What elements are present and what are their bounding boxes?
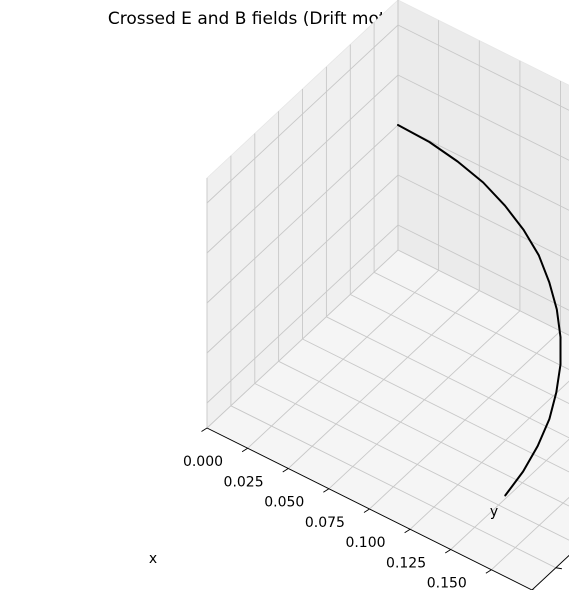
- x-tick: [201, 427, 208, 432]
- x-axis-label: x: [149, 551, 157, 567]
- x-tick-label: 0.000: [183, 454, 223, 470]
- x-axis: 0.0000.0250.0500.0750.1000.1250.1500.175…: [183, 427, 532, 590]
- grid-line-y: [230, 155, 557, 569]
- x-tick-label: 0.125: [386, 555, 426, 571]
- x-tick-label: 0.150: [427, 576, 467, 590]
- grid-line-y: [397, 0, 569, 336]
- grid-line-x: [491, 496, 569, 571]
- x-tick: [485, 569, 492, 574]
- y-axis: 0.0000−0.0025−0.0050−0.0075−0.0100−0.012…: [532, 567, 562, 590]
- grid-line-z: [206, 224, 569, 404]
- grid-line-y: [278, 111, 569, 507]
- x-tick-label: 0.050: [264, 495, 304, 511]
- grid-line-x: [409, 380, 569, 530]
- x-tick-label: 0.025: [224, 474, 264, 490]
- x-tick: [445, 549, 451, 554]
- chart-title: Crossed E and B fields (Drift motion): [108, 9, 418, 29]
- grid-line-y: [302, 89, 569, 473]
- y-axis-line: [531, 554, 569, 590]
- x-tick: [363, 508, 370, 513]
- axes-panes: [206, 0, 569, 590]
- x-tick-label: 0.075: [305, 515, 345, 531]
- grid-line-y: [254, 133, 569, 541]
- x-tick-label: 0.100: [345, 535, 385, 551]
- grid-line-z: [206, 24, 569, 204]
- grid-line-y: [349, 44, 569, 405]
- x-tick: [323, 488, 330, 493]
- series-line: [397, 124, 562, 497]
- grid-line-x: [450, 438, 569, 550]
- x-tick: [282, 468, 289, 473]
- x-tick: [241, 447, 248, 453]
- grid-line-z: [206, 174, 569, 354]
- grid-line-y: [325, 66, 569, 439]
- y-tick: [555, 567, 562, 570]
- y-axis-label: y: [490, 504, 498, 520]
- grid-line-z: [206, 74, 569, 254]
- series-layer: [397, 124, 562, 497]
- x-tick: [404, 528, 411, 534]
- grid-line-y: [373, 22, 569, 370]
